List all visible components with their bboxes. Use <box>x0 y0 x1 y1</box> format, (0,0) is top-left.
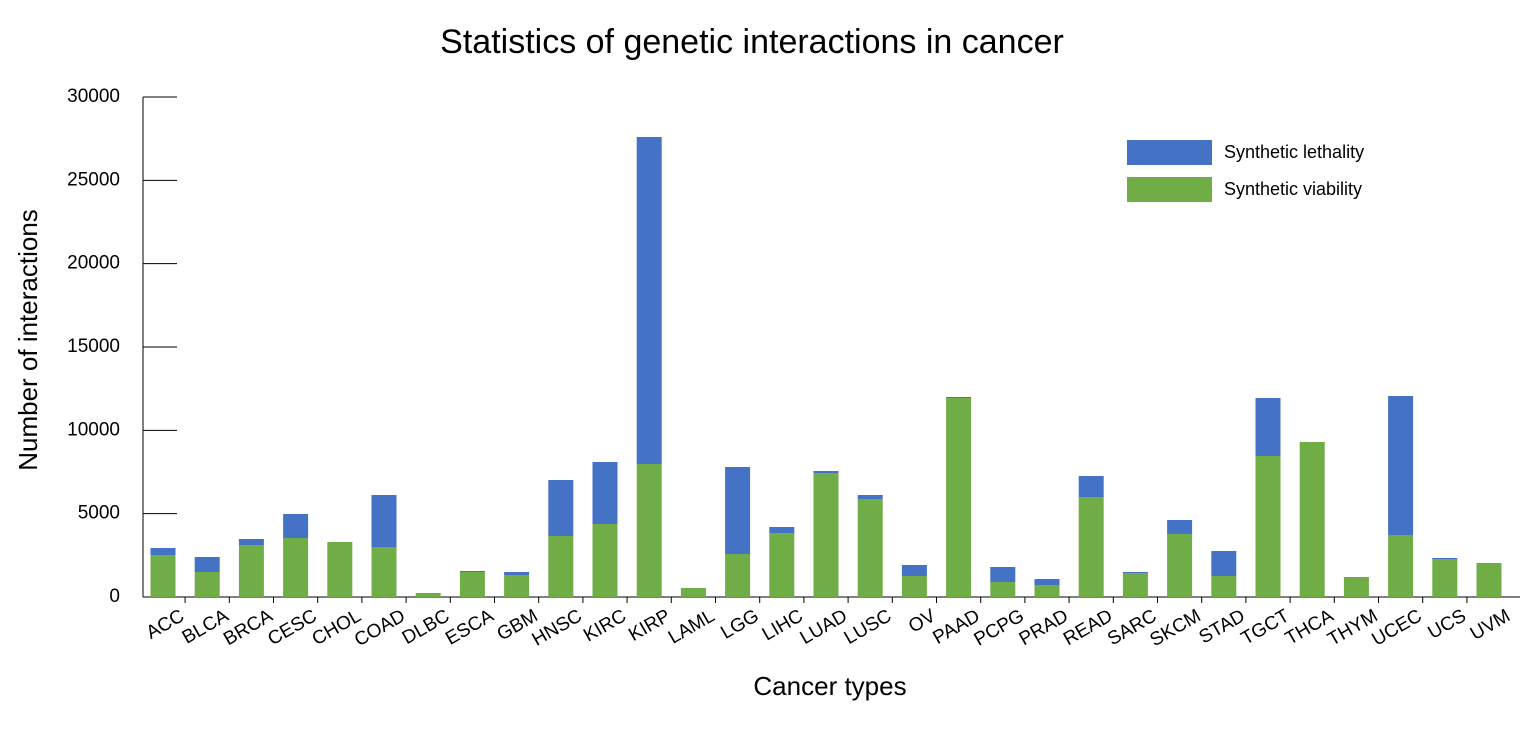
bar-segment <box>283 514 309 538</box>
x-tick-label: COAD <box>351 605 409 651</box>
bar-segment <box>150 555 176 597</box>
bar-segment <box>1122 573 1148 597</box>
bar-segment <box>1034 579 1060 585</box>
bar-segment <box>1078 497 1104 597</box>
legend-label: Synthetic lethality <box>1224 142 1364 162</box>
x-tick-label: DLBC <box>399 605 453 649</box>
bar-segment <box>725 467 751 554</box>
x-tick-label: LGG <box>717 605 762 643</box>
bar-segment <box>1255 398 1281 456</box>
x-tick-label: UCEC <box>1368 605 1425 650</box>
x-tick-label: TGCT <box>1238 605 1294 649</box>
bar-segment <box>327 542 353 597</box>
bar-segment <box>1299 442 1325 597</box>
bar-segment <box>1388 396 1414 535</box>
bar-segment <box>592 462 618 524</box>
x-tick-label: STAD <box>1196 605 1249 648</box>
y-tick-label: 10000 <box>67 419 120 440</box>
x-tick-label: ESCA <box>442 605 498 649</box>
bar-segment <box>1343 577 1369 597</box>
x-tick-label: PCPG <box>971 605 1028 650</box>
bar-segment <box>636 464 662 597</box>
bar-segment <box>1388 535 1414 597</box>
x-tick-label: SKCM <box>1147 605 1205 651</box>
bar-segment <box>371 547 397 597</box>
bar-segment <box>901 576 927 597</box>
x-tick-label: ACC <box>143 605 188 643</box>
x-tick-label: LAML <box>665 605 718 648</box>
y-tick-label: 15000 <box>67 336 120 357</box>
bar-segment <box>1034 585 1060 597</box>
bar-segment <box>769 533 795 597</box>
bar-segment <box>946 397 972 398</box>
legend-swatch <box>1127 140 1212 165</box>
bar-segment <box>813 473 839 597</box>
x-tick-label: BRCA <box>220 605 276 650</box>
bar-segment <box>1167 534 1193 597</box>
legend-label: Synthetic viability <box>1224 179 1362 199</box>
y-axis-label: Number of interactions <box>13 209 43 471</box>
bar-segment <box>459 572 485 597</box>
bar-segment <box>1476 563 1502 597</box>
bar-segment <box>725 554 751 597</box>
bar-segment <box>1255 456 1281 597</box>
bar-segment <box>1167 520 1193 534</box>
x-tick-label: HNSC <box>529 605 586 650</box>
x-tick-label: BLCA <box>179 605 233 648</box>
x-tick-label: UVM <box>1467 605 1514 644</box>
bar-segment <box>990 567 1016 582</box>
y-tick-label: 20000 <box>67 253 120 274</box>
x-tick-label: THYM <box>1324 605 1381 650</box>
y-tick-label: 30000 <box>67 86 120 107</box>
bar-segment <box>680 588 706 597</box>
chart-title: Statistics of genetic interactions in ca… <box>440 23 1064 61</box>
bar-segment <box>238 539 264 545</box>
bar-segment <box>194 557 220 572</box>
x-tick-label: KIRC <box>580 605 630 646</box>
bar-segment <box>1432 559 1458 597</box>
x-tick-label: READ <box>1060 605 1116 650</box>
bar-segment <box>238 545 264 597</box>
bar-segment <box>857 495 883 499</box>
bar-segment <box>548 480 574 536</box>
x-tick-label: PRAD <box>1016 605 1072 650</box>
bar-segment <box>1122 572 1148 573</box>
bar-segment <box>946 398 972 597</box>
bar-segment <box>504 572 530 575</box>
bar-segment <box>901 565 927 576</box>
x-tick-label: UCS <box>1425 605 1470 643</box>
x-tick-label: LUSC <box>841 605 895 649</box>
bar-segment <box>504 575 530 597</box>
y-tick-label: 0 <box>109 586 120 607</box>
bar-segment <box>990 582 1016 597</box>
bar-segment <box>150 548 176 555</box>
bar-segment <box>1078 476 1104 497</box>
legend-swatch <box>1127 177 1212 202</box>
x-axis-label: Cancer types <box>753 671 906 701</box>
bar-segment <box>371 495 397 547</box>
bar-segment <box>813 471 839 473</box>
bar-segment <box>194 572 220 597</box>
bar-segment <box>283 538 309 597</box>
bar-segment <box>459 571 485 572</box>
bar-segment <box>1211 576 1237 597</box>
bar-segment <box>548 536 574 597</box>
bar-segment <box>857 499 883 597</box>
bar-segment <box>1432 558 1458 559</box>
x-tick-label: CESC <box>264 605 320 650</box>
y-tick-label: 5000 <box>78 503 120 524</box>
bar-segment <box>636 137 662 464</box>
x-tick-label: THCA <box>1282 605 1338 649</box>
x-tick-label: LIHC <box>759 605 807 645</box>
x-tick-label: KIRP <box>625 605 674 645</box>
bar-segment <box>769 527 795 533</box>
bar-segment <box>592 524 618 597</box>
x-tick-label: LUAD <box>797 605 851 649</box>
bar-segment <box>1211 551 1237 576</box>
bar-segment <box>415 593 441 597</box>
y-tick-label: 25000 <box>67 169 120 190</box>
